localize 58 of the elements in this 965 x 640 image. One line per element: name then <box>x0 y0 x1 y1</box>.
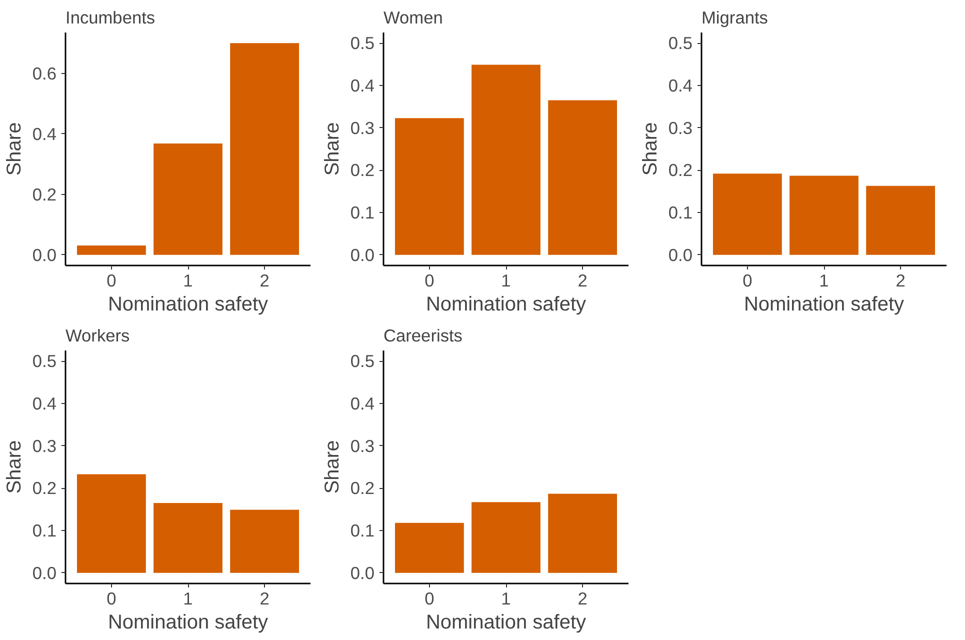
y-tick-label: 0.0 <box>32 244 57 265</box>
y-tick-label: 0.1 <box>668 202 693 223</box>
y-tick-label: 0.2 <box>32 478 57 498</box>
y-tick-label: 0.5 <box>350 351 375 372</box>
y-tick-label: 0.5 <box>32 351 57 372</box>
x-tick-label: 1 <box>501 270 511 290</box>
x-tick-label: 0 <box>424 588 434 608</box>
x-tick-label: 0 <box>106 270 116 290</box>
y-tick-label: 0.4 <box>32 393 57 414</box>
x-tick-label: 2 <box>578 270 588 290</box>
x-tick-label: 2 <box>260 270 270 290</box>
y-tick-label: 0.3 <box>32 436 57 456</box>
y-tick-label: 0.0 <box>350 562 375 583</box>
y-tick-label: 0.0 <box>32 562 57 583</box>
y-tick-label: 0.1 <box>350 520 375 541</box>
y-tick-label: 0.3 <box>350 436 375 456</box>
y-tick-label: 0.5 <box>350 33 375 54</box>
x-tick-label: 0 <box>742 270 752 290</box>
chart-title: Incumbents <box>66 8 156 28</box>
y-tick-label: 0.4 <box>350 75 375 96</box>
chart-title: Women <box>384 8 443 28</box>
y-tick-label: 0.6 <box>32 63 57 84</box>
x-tick-label: 0 <box>106 588 116 608</box>
y-tick-label: 0.2 <box>32 184 57 204</box>
y-tick-label: 0.2 <box>668 160 693 180</box>
y-axis-title: Share <box>3 122 26 176</box>
x-axis-title: Nomination safety <box>108 612 268 634</box>
y-axis-title: Share <box>321 122 344 176</box>
y-tick-label: 0.0 <box>668 244 693 265</box>
y-axis-title: Share <box>639 122 662 176</box>
x-tick-label: 1 <box>819 270 829 290</box>
x-tick-label: 1 <box>183 270 193 290</box>
chart-title: Workers <box>66 326 130 346</box>
chart-title: Migrants <box>702 8 768 28</box>
x-tick-label: 2 <box>260 588 270 608</box>
x-axis-title: Nomination safety <box>426 294 586 316</box>
x-tick-label: 2 <box>896 270 906 290</box>
y-tick-label: 0.1 <box>350 202 375 223</box>
x-tick-label: 0 <box>424 270 434 290</box>
y-tick-label: 0.4 <box>32 124 57 144</box>
x-tick-label: 1 <box>183 588 193 608</box>
y-tick-label: 0.3 <box>668 118 693 138</box>
x-axis-title: Nomination safety <box>108 294 268 316</box>
x-tick-label: 1 <box>501 588 511 608</box>
y-tick-label: 0.0 <box>350 244 375 265</box>
y-tick-label: 0.4 <box>668 75 693 96</box>
y-tick-label: 0.4 <box>350 393 375 414</box>
x-axis-title: Nomination safety <box>744 294 904 316</box>
x-tick-label: 2 <box>578 588 588 608</box>
x-axis-title: Nomination safety <box>426 612 586 634</box>
y-tick-label: 0.2 <box>350 160 375 180</box>
y-axis-title: Share <box>321 440 344 494</box>
y-tick-label: 0.5 <box>668 33 693 54</box>
chart-title: Careerists <box>384 326 463 346</box>
y-tick-label: 0.3 <box>350 118 375 138</box>
y-tick-label: 0.1 <box>32 520 57 541</box>
y-axis-title: Share <box>3 440 26 494</box>
y-tick-label: 0.2 <box>350 478 375 498</box>
